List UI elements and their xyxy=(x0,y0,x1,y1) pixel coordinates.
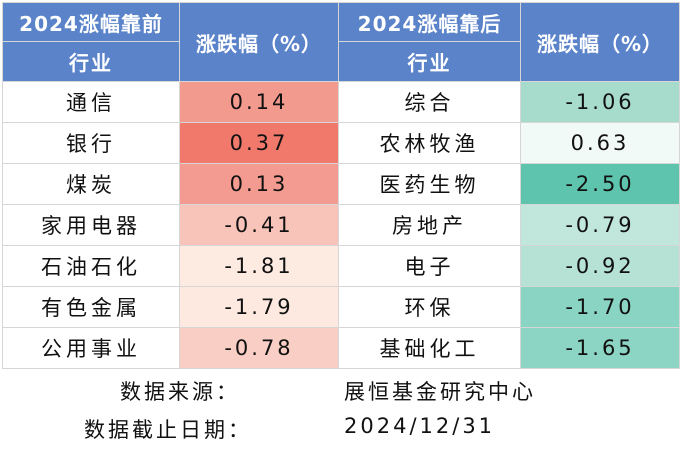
top-gainers-title: 2024涨幅靠前 xyxy=(2,2,180,42)
top-change-cell: -1.79 xyxy=(179,286,339,328)
bottom-industry-cell: 电子 xyxy=(338,245,521,287)
top-industry-cell: 银行 xyxy=(2,122,180,164)
top-change-cell: 0.14 xyxy=(179,81,339,123)
top-change-cell: 0.37 xyxy=(179,122,339,164)
industry-performance-table: 2024涨幅靠前 涨跌幅（%） 2024涨幅靠后 涨跌幅（%） 行业 行业 通信… xyxy=(2,2,680,369)
bottom-industry-cell: 基础化工 xyxy=(338,327,521,369)
date-label: 数据截止日期： xyxy=(84,418,252,442)
top-industry-cell: 煤炭 xyxy=(2,163,180,205)
bottom-change-cell: 0.63 xyxy=(520,122,680,164)
top-change-cell: -0.78 xyxy=(179,327,339,369)
top-change-header: 涨跌幅（%） xyxy=(179,2,339,82)
bottom-change-cell: -1.70 xyxy=(520,286,680,328)
top-industry-cell: 石油石化 xyxy=(2,245,180,287)
bottom-change-cell: -1.06 xyxy=(520,81,680,123)
top-industry-header: 行业 xyxy=(2,41,180,82)
top-change-cell: -0.41 xyxy=(179,204,339,246)
top-industry-cell: 家用电器 xyxy=(2,204,180,246)
date-value: 2024/12/31 xyxy=(344,414,496,438)
bottom-change-cell: -2.50 xyxy=(520,163,680,205)
table-row: 家用电器 -0.41 房地产 -0.79 xyxy=(2,204,680,246)
top-change-cell: -1.81 xyxy=(179,245,339,287)
top-industry-cell: 通信 xyxy=(2,81,180,123)
bottom-losers-title: 2024涨幅靠后 xyxy=(338,2,521,42)
bottom-change-cell: -0.79 xyxy=(520,204,680,246)
bottom-industry-cell: 环保 xyxy=(338,286,521,328)
source-label: 数据来源： xyxy=(120,380,240,404)
bottom-industry-header: 行业 xyxy=(338,41,521,82)
table-row: 银行 0.37 农林牧渔 0.63 xyxy=(2,122,680,164)
top-change-cell: 0.13 xyxy=(179,163,339,205)
bottom-industry-cell: 房地产 xyxy=(338,204,521,246)
table-row: 通信 0.14 综合 -1.06 xyxy=(2,81,680,123)
table-row: 石油石化 -1.81 电子 -0.92 xyxy=(2,245,680,287)
table-row: 有色金属 -1.79 环保 -1.70 xyxy=(2,286,680,328)
bottom-change-cell: -1.65 xyxy=(520,327,680,369)
bottom-industry-cell: 综合 xyxy=(338,81,521,123)
bottom-change-cell: -0.92 xyxy=(520,245,680,287)
table-row: 煤炭 0.13 医药生物 -2.50 xyxy=(2,163,680,205)
top-industry-cell: 有色金属 xyxy=(2,286,180,328)
bottom-industry-cell: 医药生物 xyxy=(338,163,521,205)
bottom-industry-cell: 农林牧渔 xyxy=(338,122,521,164)
top-industry-cell: 公用事业 xyxy=(2,327,180,369)
table-body: 通信 0.14 综合 -1.06 银行 0.37 农林牧渔 0.63 煤炭 0.13 医药生物 -2.… xyxy=(2,81,680,369)
source-value: 展恒基金研究中心 xyxy=(344,380,536,404)
bottom-change-header: 涨跌幅（%） xyxy=(520,2,680,82)
table-row: 公用事业 -0.78 基础化工 -1.65 xyxy=(2,327,680,369)
